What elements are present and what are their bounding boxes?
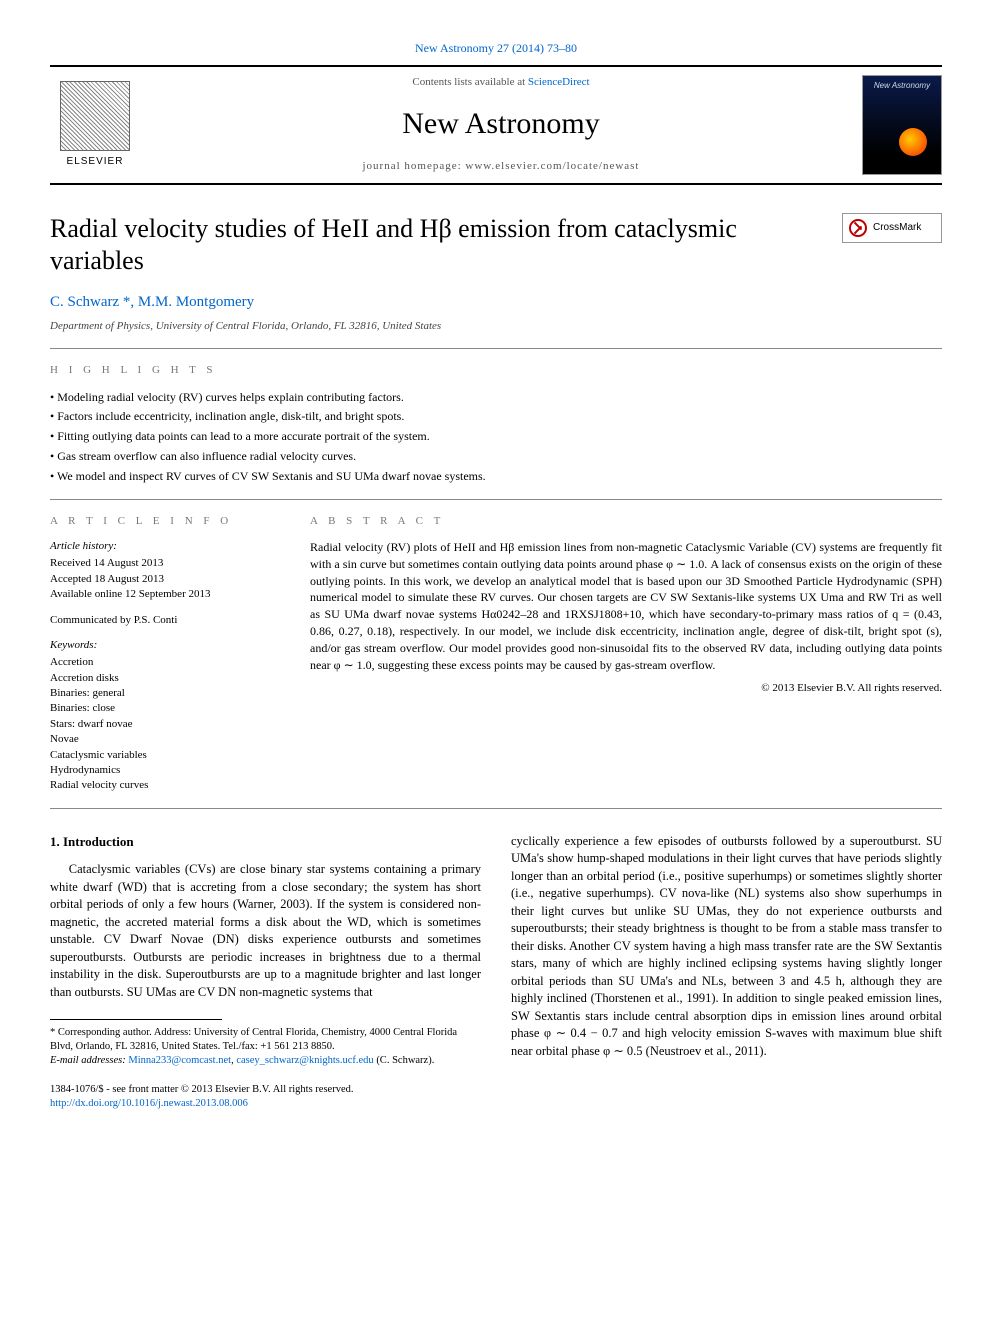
highlight-item: Factors include eccentricity, inclinatio… bbox=[50, 408, 942, 425]
keywords-header: Keywords: bbox=[50, 638, 280, 653]
article-title: Radial velocity studies of HeII and Hβ e… bbox=[50, 213, 822, 278]
keyword: Radial velocity curves bbox=[50, 778, 280, 793]
highlights-list: Modeling radial velocity (RV) curves hel… bbox=[50, 389, 942, 485]
body-two-column: 1. Introduction Cataclysmic variables (C… bbox=[50, 833, 942, 1112]
cover-label: New Astronomy bbox=[863, 80, 941, 91]
received-date: Received 14 August 2013 bbox=[50, 556, 280, 571]
highlight-item: We model and inspect RV curves of CV SW … bbox=[50, 468, 942, 485]
right-column: cyclically experience a few episodes of … bbox=[511, 833, 942, 1112]
highlight-item: Fitting outlying data points can lead to… bbox=[50, 428, 942, 445]
introduction-heading: 1. Introduction bbox=[50, 833, 481, 851]
journal-homepage-line: journal homepage: www.elsevier.com/locat… bbox=[160, 159, 842, 174]
abstract-label: A B S T R A C T bbox=[310, 514, 942, 529]
journal-cover-thumbnail: New Astronomy bbox=[862, 75, 942, 175]
issn-copyright-line: 1384-1076/$ - see front matter © 2013 El… bbox=[50, 1083, 481, 1098]
highlights-label: H I G H L I G H T S bbox=[50, 363, 942, 378]
footnotes: * Corresponding author. Address: Univers… bbox=[50, 1026, 481, 1069]
volume-citation: New Astronomy 27 (2014) 73–80 bbox=[50, 40, 942, 57]
keyword: Accretion disks bbox=[50, 671, 280, 686]
author-link[interactable]: C. Schwarz *, M.M. Montgomery bbox=[50, 294, 254, 310]
crossmark-icon bbox=[849, 219, 867, 237]
crossmark-badge[interactable]: CrossMark bbox=[842, 213, 942, 243]
highlight-item: Modeling radial velocity (RV) curves hel… bbox=[50, 389, 942, 406]
homepage-prefix: journal homepage: bbox=[363, 160, 466, 172]
abstract-copyright: © 2013 Elsevier B.V. All rights reserved… bbox=[310, 681, 942, 696]
email-line: E-mail addresses: Minna233@comcast.net, … bbox=[50, 1054, 481, 1068]
left-column: 1. Introduction Cataclysmic variables (C… bbox=[50, 833, 481, 1112]
bottom-meta: 1384-1076/$ - see front matter © 2013 El… bbox=[50, 1083, 481, 1112]
abstract-text: Radial velocity (RV) plots of HeII and H… bbox=[310, 539, 942, 673]
authors: C. Schwarz *, M.M. Montgomery bbox=[50, 292, 942, 313]
email-link-2[interactable]: casey_schwarz@knights.ucf.edu bbox=[236, 1055, 373, 1066]
accepted-date: Accepted 18 August 2013 bbox=[50, 572, 280, 587]
elsevier-logo: ELSEVIER bbox=[50, 75, 140, 175]
keyword: Accretion bbox=[50, 655, 280, 670]
keyword: Stars: dwarf novae bbox=[50, 717, 280, 732]
homepage-url[interactable]: www.elsevier.com/locate/newast bbox=[465, 160, 639, 172]
intro-paragraph-right: cyclically experience a few episodes of … bbox=[511, 833, 942, 1061]
highlights-section: H I G H L I G H T S Modeling radial velo… bbox=[50, 363, 942, 484]
email-suffix: (C. Schwarz). bbox=[374, 1055, 435, 1066]
keyword: Cataclysmic variables bbox=[50, 748, 280, 763]
communicated-by: Communicated by P.S. Conti bbox=[50, 613, 280, 628]
email-link-1[interactable]: Minna233@comcast.net bbox=[128, 1055, 231, 1066]
keyword: Binaries: general bbox=[50, 686, 280, 701]
contents-prefix: Contents lists available at bbox=[412, 76, 527, 88]
article-info-column: A R T I C L E I N F O Article history: R… bbox=[50, 514, 280, 794]
email-prefix: E-mail addresses: bbox=[50, 1055, 128, 1066]
elsevier-tree-icon bbox=[60, 81, 130, 151]
article-info-label: A R T I C L E I N F O bbox=[50, 514, 280, 529]
elsevier-label: ELSEVIER bbox=[67, 155, 124, 169]
abstract-column: A B S T R A C T Radial velocity (RV) plo… bbox=[310, 514, 942, 794]
highlight-item: Gas stream overflow can also influence r… bbox=[50, 448, 942, 465]
doi-link[interactable]: http://dx.doi.org/10.1016/j.newast.2013.… bbox=[50, 1097, 481, 1112]
journal-name: New Astronomy bbox=[160, 103, 842, 145]
crossmark-label: CrossMark bbox=[873, 221, 921, 235]
intro-paragraph-left: Cataclysmic variables (CVs) are close bi… bbox=[50, 861, 481, 1001]
corresponding-author-note: * Corresponding author. Address: Univers… bbox=[50, 1026, 481, 1054]
online-date: Available online 12 September 2013 bbox=[50, 587, 280, 602]
keyword: Binaries: close bbox=[50, 701, 280, 716]
keyword: Hydrodynamics bbox=[50, 763, 280, 778]
masthead: ELSEVIER Contents lists available at Sci… bbox=[50, 65, 942, 185]
volume-citation-link[interactable]: New Astronomy 27 (2014) 73–80 bbox=[415, 41, 577, 55]
affiliation: Department of Physics, University of Cen… bbox=[50, 319, 942, 334]
article-history: Article history: Received 14 August 2013… bbox=[50, 539, 280, 603]
history-header: Article history: bbox=[50, 539, 280, 554]
contents-lists-line: Contents lists available at ScienceDirec… bbox=[160, 75, 842, 90]
keyword: Novae bbox=[50, 732, 280, 747]
sciencedirect-link[interactable]: ScienceDirect bbox=[528, 76, 590, 88]
keywords-block: Keywords: Accretion Accretion disks Bina… bbox=[50, 638, 280, 794]
